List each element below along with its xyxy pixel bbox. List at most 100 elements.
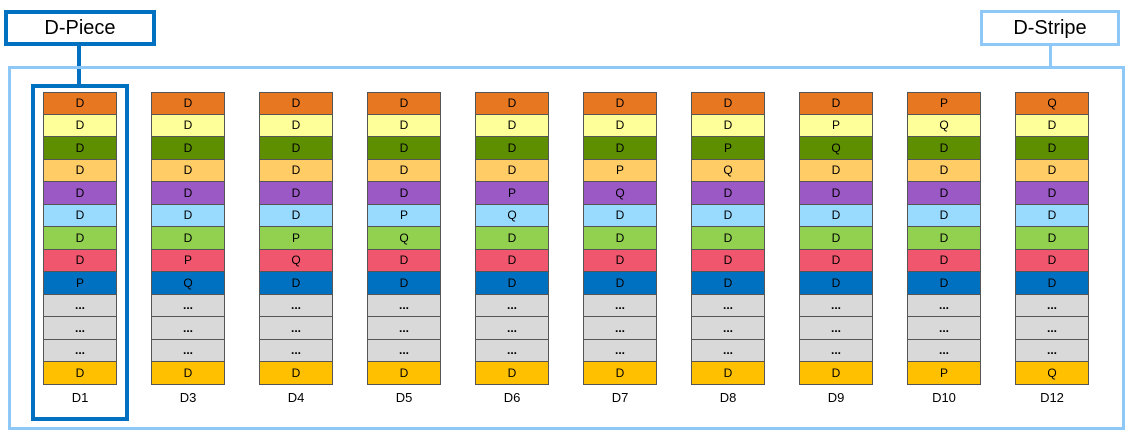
- stripe-cell: D: [799, 159, 873, 182]
- stripe-cell: P: [907, 362, 981, 385]
- stripe-cell: ...: [799, 339, 873, 362]
- stripe-cell: ...: [583, 294, 657, 317]
- stripe-cell: D: [1015, 159, 1089, 182]
- d-stripe-frame: [8, 66, 1125, 430]
- stripe-cell: ...: [259, 317, 333, 340]
- stripe-cell: D: [43, 227, 117, 250]
- stripe-cell: D: [1015, 249, 1089, 272]
- stripe-cell: D: [151, 227, 225, 250]
- stripe-cell: D: [367, 137, 441, 160]
- stripe-cell: D: [367, 92, 441, 115]
- stripe-cell: Q: [1015, 92, 1089, 115]
- stripe-cell: D: [367, 114, 441, 137]
- stripe-cell: ...: [151, 339, 225, 362]
- stripe-cell: ...: [367, 294, 441, 317]
- stripe-cell: ...: [43, 294, 117, 317]
- stripe-cell: D: [43, 204, 117, 227]
- d-piece-connector: [77, 45, 81, 84]
- stripe-cell: D: [691, 272, 765, 295]
- stripe-cell: ...: [907, 294, 981, 317]
- stripe-cell: D: [475, 362, 549, 385]
- stripe-cell: Q: [259, 249, 333, 272]
- stripe-cell: D: [691, 182, 765, 205]
- stripe-cell: D: [799, 92, 873, 115]
- disk-column-d12: Q D D D D D D D D......... Q D12: [1015, 92, 1089, 405]
- stripe-cell: ...: [1015, 317, 1089, 340]
- stripe-cell: ...: [691, 317, 765, 340]
- stripe-cell: P: [475, 182, 549, 205]
- stripe-cell: D: [583, 137, 657, 160]
- stripe-cell: Q: [367, 227, 441, 250]
- stripe-cell: D: [907, 227, 981, 250]
- stripe-cell: D: [259, 92, 333, 115]
- stripe-cell: D: [475, 159, 549, 182]
- stripe-cell: ...: [691, 339, 765, 362]
- stripe-cell: D: [799, 204, 873, 227]
- disk-label: D7: [611, 389, 629, 405]
- stripe-cell: D: [691, 92, 765, 115]
- stripe-cell: P: [691, 137, 765, 160]
- stripe-cell: D: [907, 272, 981, 295]
- stripe-cell: ...: [151, 294, 225, 317]
- stripe-cell: D: [259, 114, 333, 137]
- disk-label: D1: [71, 389, 89, 405]
- stripe-cell: Q: [475, 204, 549, 227]
- stripe-cell: D: [907, 182, 981, 205]
- stripe-cell: D: [1015, 204, 1089, 227]
- disk-column-d10: P Q D D D D D D D......... P D10: [907, 92, 981, 405]
- stripe-cell: ...: [475, 317, 549, 340]
- disk-column-d4: D D D D D D P Q D......... D D4: [259, 92, 333, 405]
- stripe-cell: D: [151, 204, 225, 227]
- stripe-cell: D: [151, 137, 225, 160]
- stripe-cell: Q: [151, 272, 225, 295]
- stripe-cell: ...: [583, 339, 657, 362]
- stripe-cell: D: [691, 249, 765, 272]
- stripe-cell: D: [583, 227, 657, 250]
- stripe-cell: D: [583, 204, 657, 227]
- stripe-cell: D: [151, 159, 225, 182]
- stripe-cell: D: [799, 272, 873, 295]
- d-piece-label-text: D-Piece: [44, 16, 116, 39]
- stripe-cell: D: [1015, 137, 1089, 160]
- stripe-cell: D: [43, 137, 117, 160]
- stripe-cell: ...: [907, 317, 981, 340]
- stripe-cell: D: [799, 362, 873, 385]
- stripe-cell: D: [43, 159, 117, 182]
- stripe-cell: P: [259, 227, 333, 250]
- stripe-cell: D: [475, 227, 549, 250]
- disk-column-d3: D D D D D D D P Q......... D D3: [151, 92, 225, 405]
- stripe-cell: ...: [907, 339, 981, 362]
- stripe-cell: D: [43, 249, 117, 272]
- stripe-cell: D: [799, 227, 873, 250]
- disk-label: D4: [287, 389, 305, 405]
- disk-column-d1: D D D D D D D D P......... D D1: [43, 92, 117, 405]
- stripe-cell: D: [151, 362, 225, 385]
- stripe-cell: ...: [367, 339, 441, 362]
- stripe-cell: D: [367, 249, 441, 272]
- stripe-cell: D: [1015, 182, 1089, 205]
- stripe-cell: P: [43, 272, 117, 295]
- stripe-cell: D: [151, 92, 225, 115]
- stripe-cell: ...: [799, 317, 873, 340]
- stripe-cell: ...: [799, 294, 873, 317]
- stripe-cell: D: [583, 92, 657, 115]
- stripe-cell: D: [907, 204, 981, 227]
- stripe-cell: ...: [43, 317, 117, 340]
- stripe-cell: D: [367, 272, 441, 295]
- d-stripe-connector: [1049, 45, 1052, 66]
- stripe-cell: ...: [151, 317, 225, 340]
- stripe-cell: D: [583, 362, 657, 385]
- stripe-cell: D: [1015, 227, 1089, 250]
- stripe-cell: D: [259, 159, 333, 182]
- disk-label: D6: [503, 389, 521, 405]
- stripe-cell: ...: [475, 294, 549, 317]
- stripe-cell: ...: [259, 294, 333, 317]
- stripe-cell: D: [475, 249, 549, 272]
- stripe-cell: D: [259, 137, 333, 160]
- disk-column-d9: D P Q D D D D D D......... D D9: [799, 92, 873, 405]
- stripe-cell: D: [907, 249, 981, 272]
- stripe-cell: D: [259, 204, 333, 227]
- stripe-cell: D: [691, 204, 765, 227]
- stripe-cell: D: [907, 159, 981, 182]
- stripe-cell: ...: [475, 339, 549, 362]
